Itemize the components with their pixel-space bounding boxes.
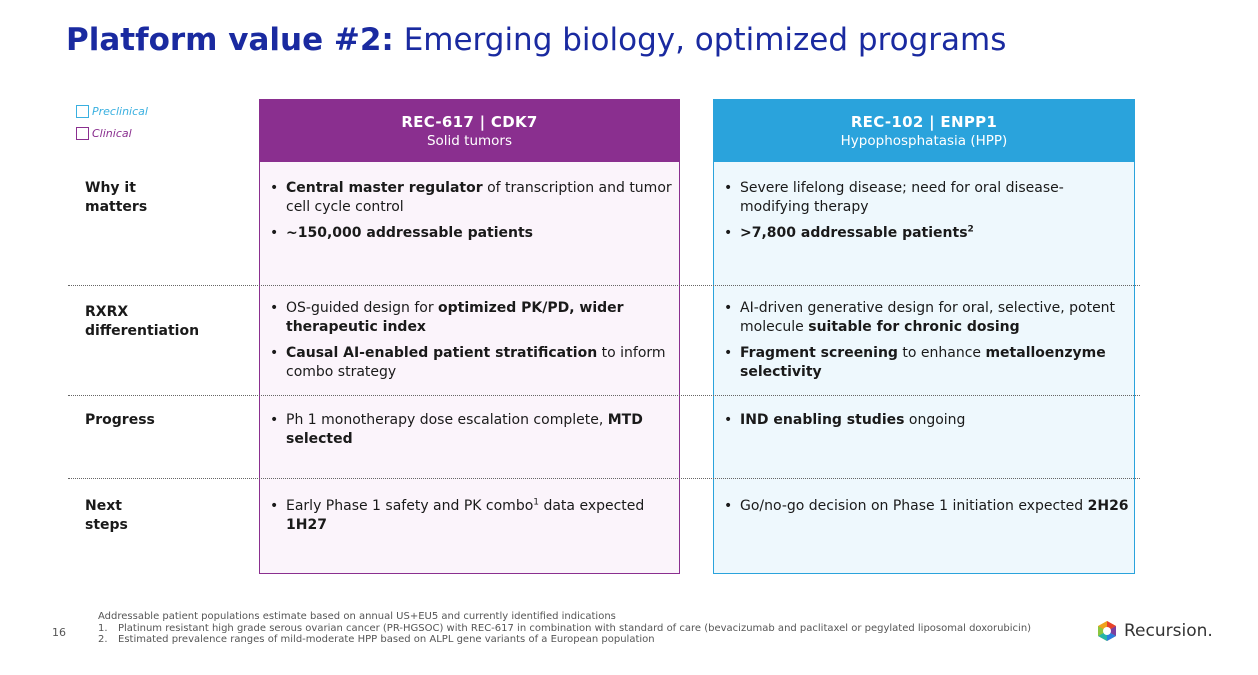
list-item: • Severe lifelong disease; need for oral…: [724, 180, 1064, 215]
legend-item-preclinical: Preclinical: [76, 100, 148, 122]
list-item: • Early Phase 1 safety and PK combo1 dat…: [270, 497, 645, 533]
legend-item-clinical: Clinical: [76, 122, 148, 144]
title-bold: Platform value #2:: [66, 22, 394, 58]
list-item: • Ph 1 monotherapy dose escalation compl…: [270, 412, 643, 447]
cell-next-rec617: • Early Phase 1 safety and PK combo1 dat…: [270, 497, 675, 542]
footnote-1: 1. Platinum resistant high grade serous o…: [98, 622, 1032, 634]
recursion-hexagon-icon: [1098, 621, 1116, 641]
row-divider: [68, 395, 1140, 396]
legend-label-preclinical: Preclinical: [92, 104, 148, 118]
cell-rxrx-rec102: • AI-driven generative design for oral, …: [724, 299, 1129, 389]
list-item: • AI-driven generative design for oral, …: [724, 300, 1116, 335]
page-number: 16: [52, 626, 66, 639]
footnote-2: 2. Estimated prevalence ranges of mild-mo…: [98, 634, 655, 645]
column-header-rec102: REC-102 | ENPP1 Hypophosphatasia (HPP): [713, 99, 1135, 162]
column-rec617-box: [259, 99, 680, 574]
column-title: REC-617 | CDK7: [401, 112, 538, 131]
legend: Preclinical Clinical: [76, 100, 148, 144]
cell-next-rec102: • Go/no-go decision on Phase 1 initiatio…: [724, 497, 1129, 523]
preclinical-swatch-icon: [76, 104, 89, 118]
row-label-progress: Progress: [85, 412, 155, 428]
recursion-logo: Recursion.: [1096, 620, 1213, 642]
cell-rxrx-rec617: • OS-guided design for optimized PK/PD, …: [270, 299, 675, 389]
list-item: • IND enabling studies ongoing: [724, 412, 966, 428]
row-label-rxrx-differentiation: RXRX differentiation: [85, 304, 200, 339]
list-item: • >7,800 addressable patients2: [724, 224, 974, 241]
cell-progress-rec102: • IND enabling studies ongoing: [724, 411, 1129, 437]
column-subtitle: Solid tumors: [426, 132, 513, 149]
column-subtitle: Hypophosphatasia (HPP): [840, 132, 1008, 149]
cell-why-rec102: • Severe lifelong disease; need for oral…: [724, 179, 1129, 250]
footnotes: Addressable patient populations estimate…: [98, 611, 1068, 646]
list-item: • OS-guided design for optimized PK/PD, …: [270, 300, 624, 335]
list-item: • Fragment screening to enhance metalloe…: [724, 345, 1106, 380]
row-divider: [68, 478, 1140, 479]
row-divider: [68, 285, 1140, 286]
legend-label-clinical: Clinical: [92, 126, 132, 140]
logo-text: Recursion.: [1124, 621, 1213, 641]
list-item: • ~150,000 addressable patients: [270, 225, 534, 241]
column-rec102-box: [713, 99, 1135, 574]
list-item: • Causal AI-enabled patient stratificati…: [270, 345, 666, 380]
list-item: • Go/no-go decision on Phase 1 initiatio…: [724, 498, 1129, 514]
title-rest: Emerging biology, optimized programs: [403, 22, 1007, 58]
cell-progress-rec617: • Ph 1 monotherapy dose escalation compl…: [270, 411, 675, 456]
footnote-intro: Addressable patient populations estimate…: [98, 611, 616, 622]
clinical-swatch-icon: [76, 126, 89, 140]
list-item: • Central master regulator of transcript…: [270, 180, 672, 215]
page-title: Platform value #2: Emerging biology, opt…: [66, 22, 1006, 58]
column-title: REC-102 | ENPP1: [850, 112, 998, 131]
column-header-rec617: REC-617 | CDK7 Solid tumors: [259, 99, 680, 162]
cell-why-rec617: • Central master regulator of transcript…: [270, 179, 675, 250]
row-label-why-it-matters: Why it matters: [85, 180, 148, 215]
row-label-next-steps: Next steps: [85, 498, 128, 533]
